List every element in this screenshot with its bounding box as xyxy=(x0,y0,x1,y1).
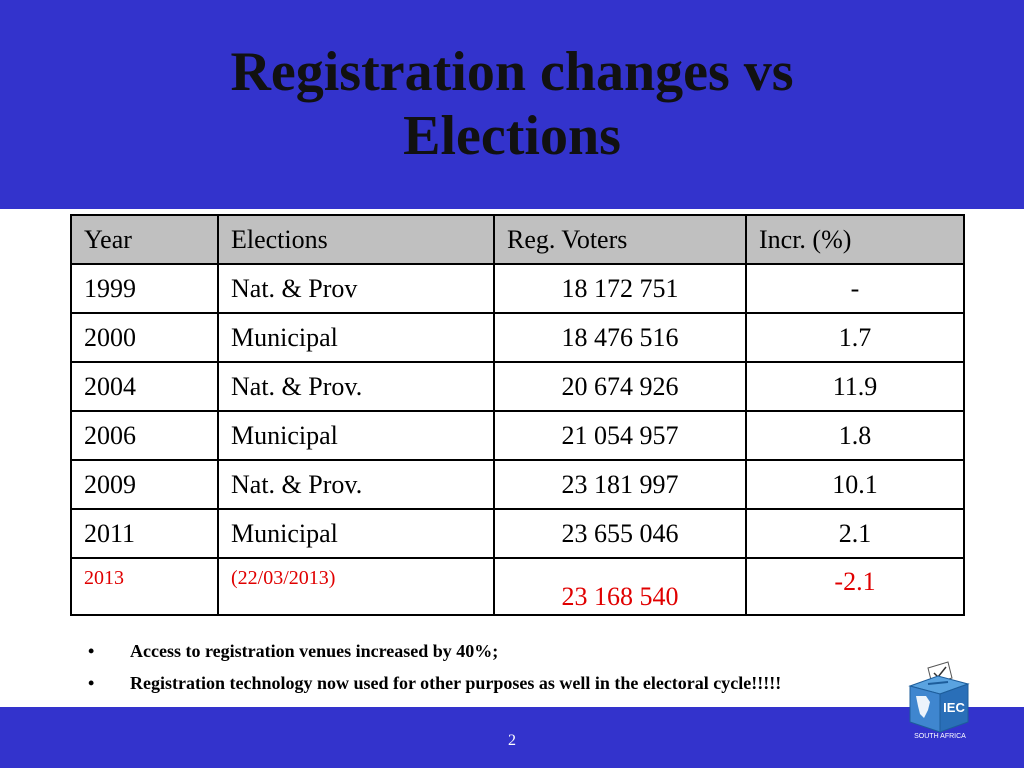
header-increase: Incr. (%) xyxy=(745,214,965,265)
cell-increase: 11.9 xyxy=(745,361,965,412)
cell-election: Nat. & Prov. xyxy=(217,459,495,510)
cell-increase: 2.1 xyxy=(745,508,965,559)
table-header-row: Year Elections Reg. Voters Incr. (%) xyxy=(70,214,965,265)
cell-reg-voters: 18 476 516 xyxy=(493,312,747,363)
registration-table: Year Elections Reg. Voters Incr. (%) 199… xyxy=(70,214,965,616)
cell-year: 2004 xyxy=(70,361,219,412)
cell-election: Municipal xyxy=(217,508,495,559)
bullet-item: • Registration technology now used for o… xyxy=(88,672,878,694)
cell-year: 2011 xyxy=(70,508,219,559)
bullet-text: Access to registration venues increased … xyxy=(130,641,499,661)
header-elections: Elections xyxy=(217,214,495,265)
page-number: 2 xyxy=(508,732,516,749)
cell-year: 2000 xyxy=(70,312,219,363)
table-row: 2006 Municipal 21 054 957 1.8 xyxy=(70,410,965,461)
cell-year: 2006 xyxy=(70,410,219,461)
cell-reg-voters: 23 168 540 xyxy=(493,557,747,616)
cell-election: Nat. & Prov. xyxy=(217,361,495,412)
header-reg-voters: Reg. Voters xyxy=(493,214,747,265)
cell-reg-voters: 21 054 957 xyxy=(493,410,747,461)
title-band xyxy=(0,0,1024,209)
cell-reg-voters: 18 172 751 xyxy=(493,263,747,314)
bullet-text: Registration technology now used for oth… xyxy=(130,673,782,693)
bullet-dot-icon: • xyxy=(88,673,95,693)
table-row: 1999 Nat. & Prov 18 172 751 - xyxy=(70,263,965,314)
bullet-list: • Access to registration venues increase… xyxy=(88,640,878,704)
cell-election: (22/03/2013) xyxy=(217,557,495,616)
cell-increase: 10.1 xyxy=(745,459,965,510)
cell-reg-voters: 23 655 046 xyxy=(493,508,747,559)
table-row: 2004 Nat. & Prov. 20 674 926 11.9 xyxy=(70,361,965,412)
cell-year: 1999 xyxy=(70,263,219,314)
table-row: 2000 Municipal 18 476 516 1.7 xyxy=(70,312,965,363)
table-row: 2009 Nat. & Prov. 23 181 997 10.1 xyxy=(70,459,965,510)
cell-year: 2009 xyxy=(70,459,219,510)
bullet-dot-icon: • xyxy=(88,641,95,661)
logo-caption: SOUTH AFRICA xyxy=(914,733,966,740)
cell-increase: 1.7 xyxy=(745,312,965,363)
cell-increase: -2.1 xyxy=(745,557,965,616)
header-year: Year xyxy=(70,214,219,265)
cell-reg-voters: 20 674 926 xyxy=(493,361,747,412)
slide-title: Registration changes vs Elections xyxy=(0,40,1024,168)
title-line-2: Elections xyxy=(403,105,621,167)
bullet-item: • Access to registration venues increase… xyxy=(88,640,878,662)
title-line-1: Registration changes vs xyxy=(230,41,794,103)
table-row-highlighted: 2013 (22/03/2013) 23 168 540 -2.1 xyxy=(70,557,965,616)
cell-increase: - xyxy=(745,263,965,314)
cell-election: Municipal xyxy=(217,312,495,363)
footer-band xyxy=(0,707,1024,768)
cell-election: Nat. & Prov xyxy=(217,263,495,314)
cell-election: Municipal xyxy=(217,410,495,461)
cell-reg-voters: 23 181 997 xyxy=(493,459,747,510)
iec-ballot-box-logo-icon: IEC xyxy=(908,661,970,733)
table-row: 2011 Municipal 23 655 046 2.1 xyxy=(70,508,965,559)
cell-year: 2013 xyxy=(70,557,219,616)
cell-increase: 1.8 xyxy=(745,410,965,461)
logo-text: IEC xyxy=(943,700,965,715)
